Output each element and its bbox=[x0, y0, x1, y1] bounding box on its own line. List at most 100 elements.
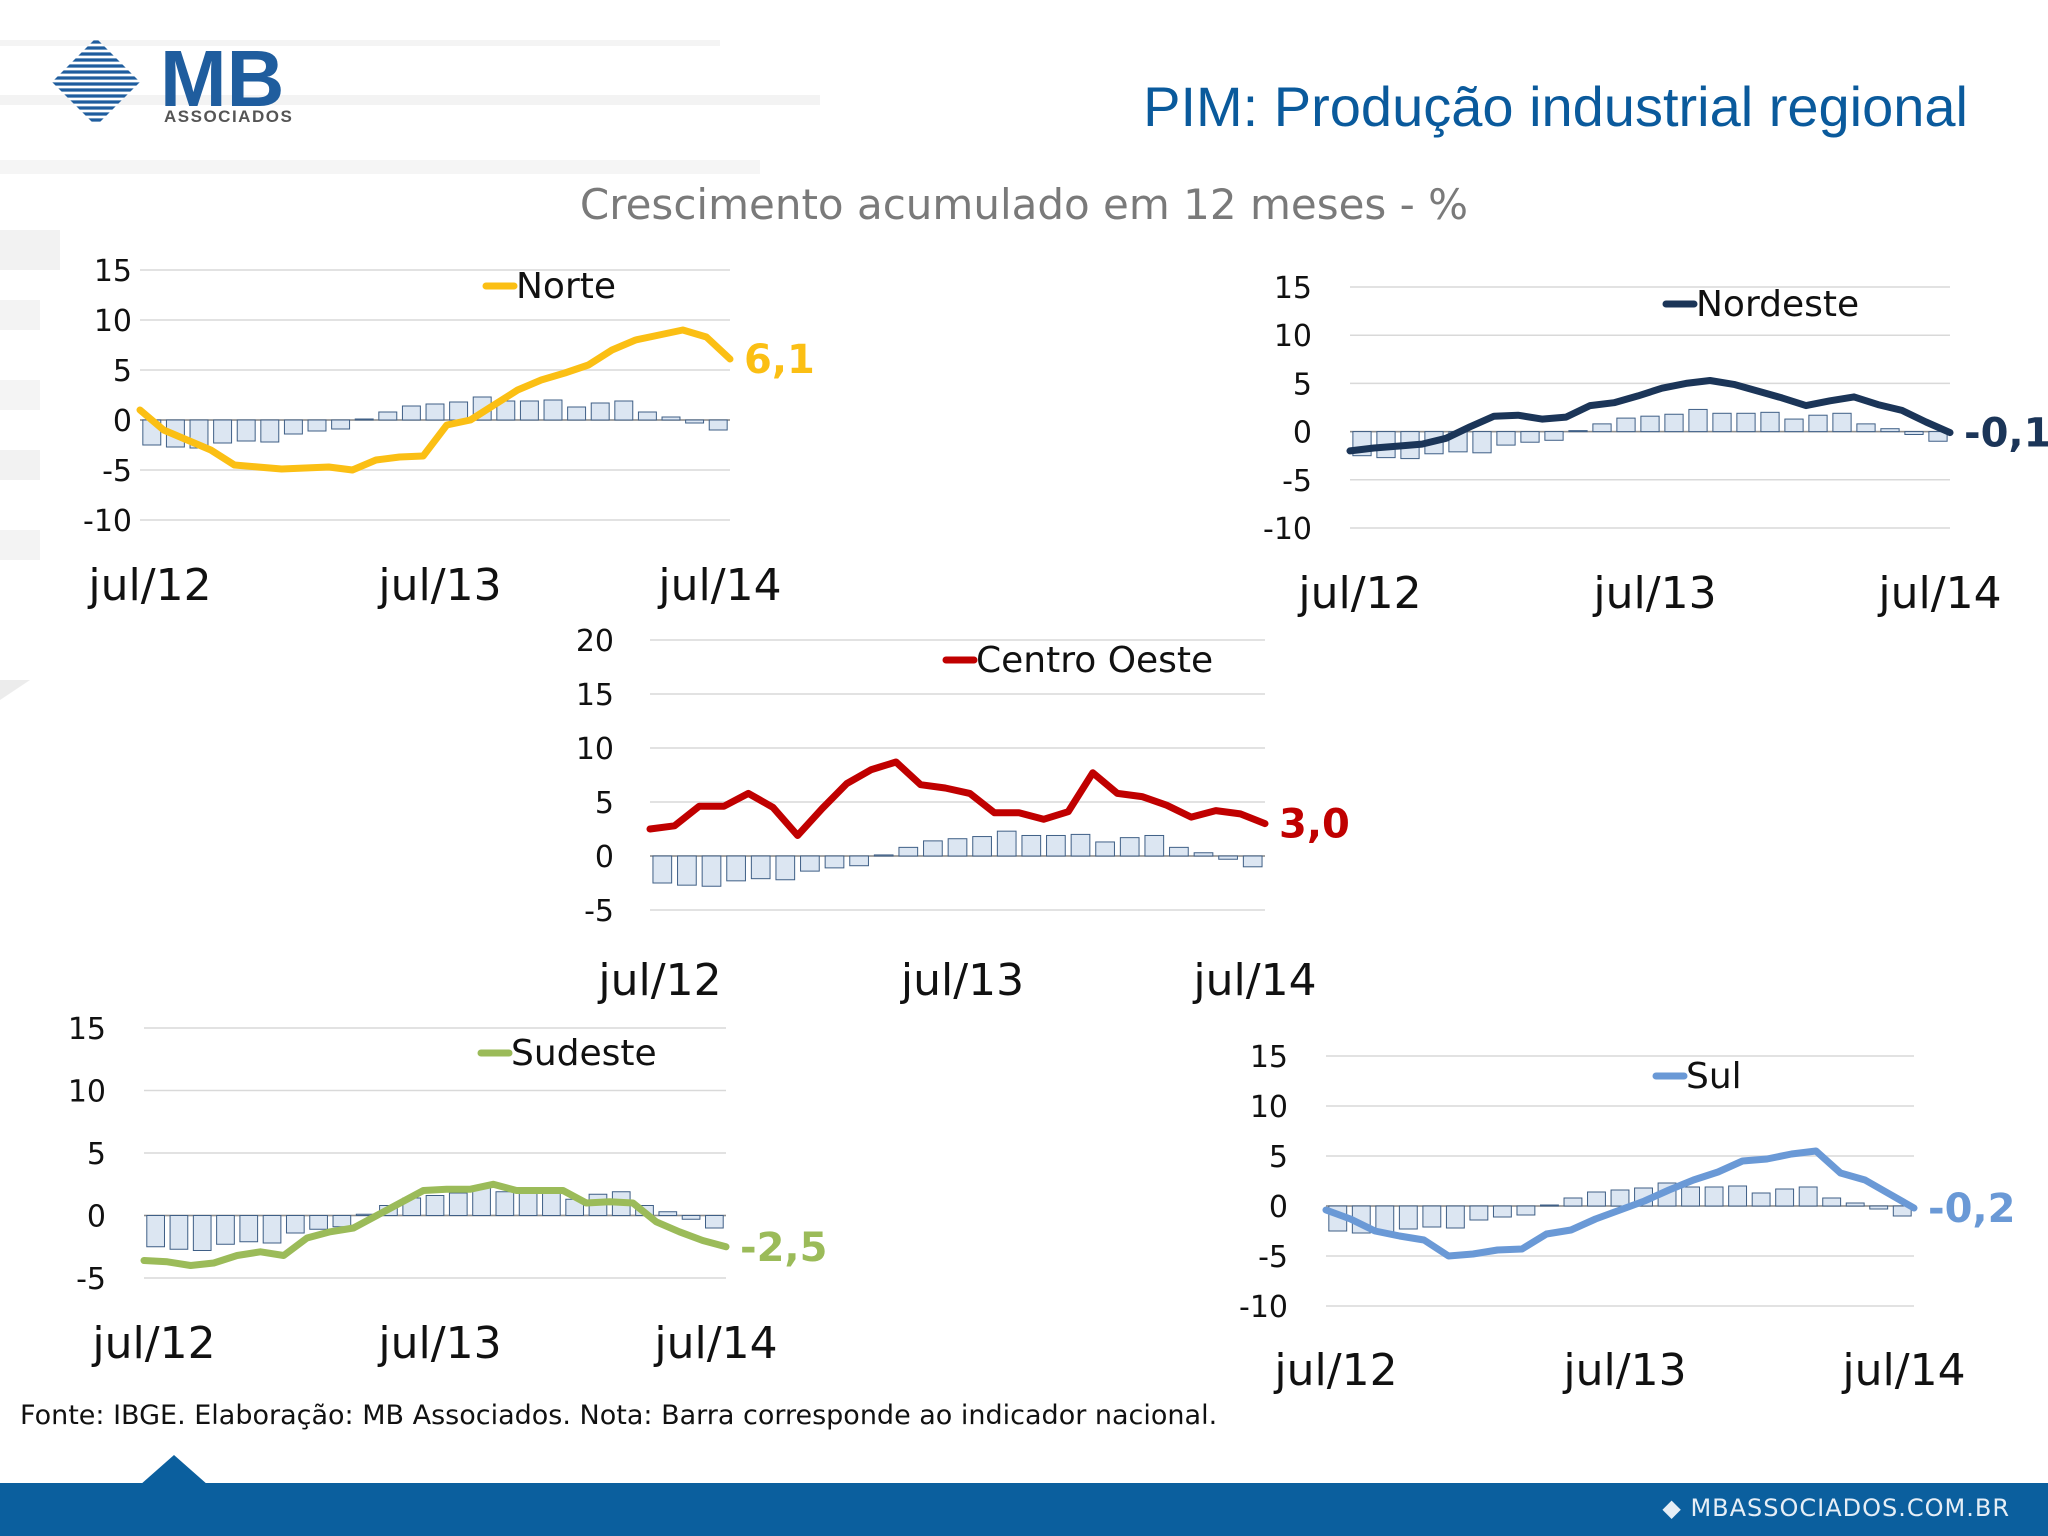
national-bar bbox=[1218, 855, 1238, 860]
y-tick-label: -5 bbox=[1282, 464, 1312, 499]
national-bar bbox=[705, 1215, 724, 1229]
national-bar bbox=[1193, 852, 1214, 857]
x-tick-label: jul/12 bbox=[597, 955, 721, 1006]
national-bar bbox=[1496, 431, 1516, 446]
national-bar bbox=[590, 402, 610, 421]
chart-centro-oeste: 20 15 10 5 0 -5 3,0 Centro Oeste jul/12 jul/13 jul… bbox=[576, 624, 1350, 1006]
series-line bbox=[1346, 377, 1954, 455]
footer-website-link[interactable]: ◆ MBASSOCIADOS.COM.BR bbox=[1662, 1494, 2010, 1522]
chart-norte: 15 10 5 0 -5 -10 6,1 Norte jul/12 jul/13 jul/14 bbox=[83, 254, 815, 611]
background-stripes bbox=[0, 40, 820, 700]
national-bar bbox=[1832, 412, 1852, 433]
x-tick-label: jul/14 bbox=[1841, 1345, 1965, 1396]
national-bar bbox=[425, 403, 445, 421]
y-tick-label: -5 bbox=[76, 1262, 106, 1297]
national-bar bbox=[307, 419, 327, 432]
national-bar bbox=[1640, 415, 1660, 433]
national-bar bbox=[1869, 1205, 1889, 1210]
national-bar bbox=[1021, 834, 1042, 857]
national-bar bbox=[354, 418, 374, 421]
y-tick-label: 15 bbox=[94, 254, 132, 289]
y-tick-label: 0 bbox=[1269, 1190, 1288, 1225]
legend-label: Nordeste bbox=[1696, 284, 1859, 325]
national-bar bbox=[849, 855, 869, 867]
national-bar bbox=[652, 855, 673, 884]
end-data-label: 3,0 bbox=[1279, 802, 1350, 848]
end-data-label: 6,1 bbox=[744, 337, 815, 383]
end-data-label: -0,1 bbox=[1964, 411, 2048, 457]
national-bar bbox=[1822, 1197, 1842, 1207]
national-bar bbox=[775, 855, 796, 881]
national-bar bbox=[146, 1215, 165, 1248]
national-bar bbox=[1492, 1205, 1512, 1218]
national-bar bbox=[285, 1215, 305, 1234]
y-tick-label: -5 bbox=[102, 454, 132, 489]
national-bar bbox=[1445, 1205, 1465, 1229]
national-bar bbox=[1144, 834, 1165, 857]
national-bar bbox=[1095, 841, 1115, 857]
legend-label: Sul bbox=[1686, 1056, 1742, 1097]
national-bar bbox=[448, 1192, 468, 1216]
national-bar bbox=[283, 419, 303, 435]
national-bar bbox=[1169, 846, 1189, 857]
company-logo: MB ASSOCIADOS bbox=[48, 34, 348, 134]
national-bar bbox=[1880, 428, 1900, 433]
y-tick-label: 5 bbox=[113, 354, 132, 389]
national-bar bbox=[923, 840, 943, 857]
end-data-label: -2,5 bbox=[740, 1225, 827, 1271]
national-bar bbox=[1704, 1186, 1724, 1207]
y-tick-label: 10 bbox=[1250, 1090, 1288, 1125]
y-tick-label: 5 bbox=[595, 786, 614, 821]
x-tick-label: jul/12 bbox=[1273, 1345, 1397, 1396]
x-tick-label: jul/14 bbox=[653, 1318, 777, 1369]
national-bar bbox=[213, 419, 233, 444]
footer-notch bbox=[140, 1455, 208, 1485]
national-bar bbox=[1119, 837, 1140, 857]
national-bar bbox=[681, 1215, 701, 1220]
y-tick-label: -10 bbox=[1263, 512, 1312, 547]
national-bar bbox=[495, 1191, 515, 1216]
y-tick-label: 15 bbox=[576, 678, 614, 713]
national-bar bbox=[1070, 833, 1091, 857]
y-tick-label: 10 bbox=[1274, 319, 1312, 354]
national-bar bbox=[1610, 1189, 1630, 1207]
x-tick-label: jul/13 bbox=[900, 955, 1024, 1006]
diamond-icon: ◆ bbox=[1662, 1494, 1691, 1522]
national-bar bbox=[685, 419, 705, 424]
y-tick-label: 10 bbox=[94, 304, 132, 339]
x-tick-label: jul/13 bbox=[1562, 1345, 1686, 1396]
national-bar bbox=[1592, 423, 1612, 433]
footnote: Fonte: IBGE. Elaboração: MB Associados. … bbox=[20, 1400, 1218, 1431]
y-tick-label: 5 bbox=[1269, 1140, 1288, 1175]
national-bar bbox=[873, 854, 894, 857]
x-tick-label: jul/14 bbox=[1877, 568, 2001, 619]
national-bar bbox=[425, 1195, 445, 1216]
national-bar bbox=[947, 838, 968, 857]
national-bar bbox=[1712, 412, 1732, 433]
national-bar bbox=[1516, 1205, 1536, 1216]
y-tick-label: 15 bbox=[1274, 271, 1312, 306]
x-tick-label: jul/14 bbox=[657, 560, 781, 611]
national-bar bbox=[701, 855, 722, 887]
national-bar bbox=[726, 855, 746, 882]
national-bar bbox=[1681, 1186, 1700, 1207]
national-bar bbox=[1469, 1205, 1489, 1221]
national-bar bbox=[1587, 1191, 1606, 1207]
national-bar bbox=[750, 855, 771, 880]
national-bar bbox=[378, 411, 398, 421]
national-bar bbox=[800, 855, 820, 872]
national-bar bbox=[262, 1215, 282, 1244]
national-bar bbox=[1563, 1197, 1583, 1207]
national-bar bbox=[1544, 431, 1564, 441]
y-tick-label: 20 bbox=[576, 624, 614, 659]
y-tick-label: 10 bbox=[576, 732, 614, 767]
y-tick-label: 15 bbox=[68, 1012, 106, 1047]
x-tick-label: jul/12 bbox=[87, 560, 211, 611]
x-tick-label: jul/13 bbox=[1592, 568, 1716, 619]
chart-subtitle: Crescimento acumulado em 12 meses - % bbox=[579, 180, 1469, 229]
legend-label: Sudeste bbox=[511, 1033, 657, 1074]
national-bar bbox=[192, 1215, 212, 1251]
y-tick-label: 0 bbox=[595, 840, 614, 875]
chart-sul: 15 10 5 0 -5 -10 -0,2 Sul jul/12 jul/13 jul/14 bbox=[1239, 1040, 2015, 1396]
national-bar bbox=[1688, 408, 1708, 433]
